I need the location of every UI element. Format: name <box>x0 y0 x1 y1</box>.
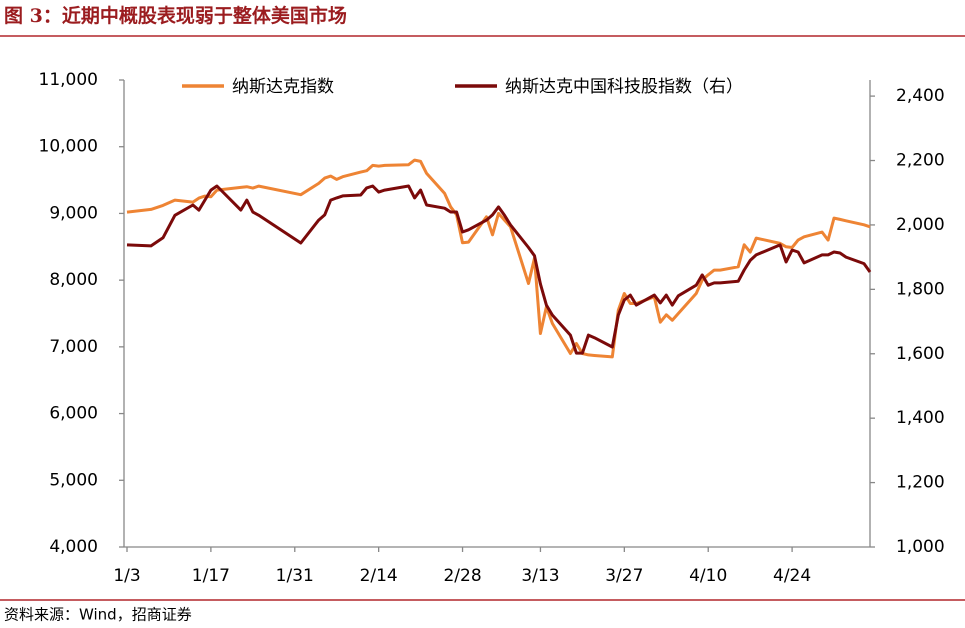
y-tick-label: 9,000 <box>49 203 98 223</box>
x-tick-label: 4/10 <box>689 566 727 586</box>
y-tick-label: 10,000 <box>39 137 98 157</box>
y2-tick-label: 1,800 <box>896 279 945 299</box>
chart-title: 图 3：近期中概股表现弱于整体美国市场 <box>4 4 347 27</box>
x-tick-label: 4/24 <box>773 566 811 586</box>
y-tick-label: 11,000 <box>39 70 98 90</box>
y-tick-label: 5,000 <box>49 470 98 490</box>
y-tick-label: 8,000 <box>49 270 98 290</box>
y2-tick-label: 2,200 <box>896 151 945 171</box>
x-tick-label: 1/31 <box>276 566 314 586</box>
y2-tick-label: 2,400 <box>896 86 945 106</box>
y-tick-label: 6,000 <box>49 404 98 424</box>
x-tick-label: 2/28 <box>443 566 481 586</box>
x-tick-label: 1/3 <box>113 566 140 586</box>
y-tick-label: 4,000 <box>49 537 98 557</box>
y2-tick-label: 2,000 <box>896 215 945 235</box>
x-tick-label: 1/17 <box>192 566 230 586</box>
y-tick-label: 7,000 <box>49 337 98 357</box>
legend-label: 纳斯达克中国科技股指数（右） <box>505 77 743 97</box>
legend-label: 纳斯达克指数 <box>232 77 334 97</box>
y2-tick-label: 1,600 <box>896 344 945 364</box>
series-line <box>126 158 871 359</box>
x-tick-label: 2/14 <box>360 566 398 586</box>
y2-tick-label: 1,000 <box>896 537 945 557</box>
series-line <box>126 184 872 355</box>
y2-tick-label: 1,400 <box>896 408 945 428</box>
x-tick-label: 3/27 <box>605 566 643 586</box>
source: 资料来源：Wind，招商证券 <box>4 606 192 624</box>
y2-tick-label: 1,200 <box>896 473 945 493</box>
x-tick-label: 3/13 <box>521 566 559 586</box>
